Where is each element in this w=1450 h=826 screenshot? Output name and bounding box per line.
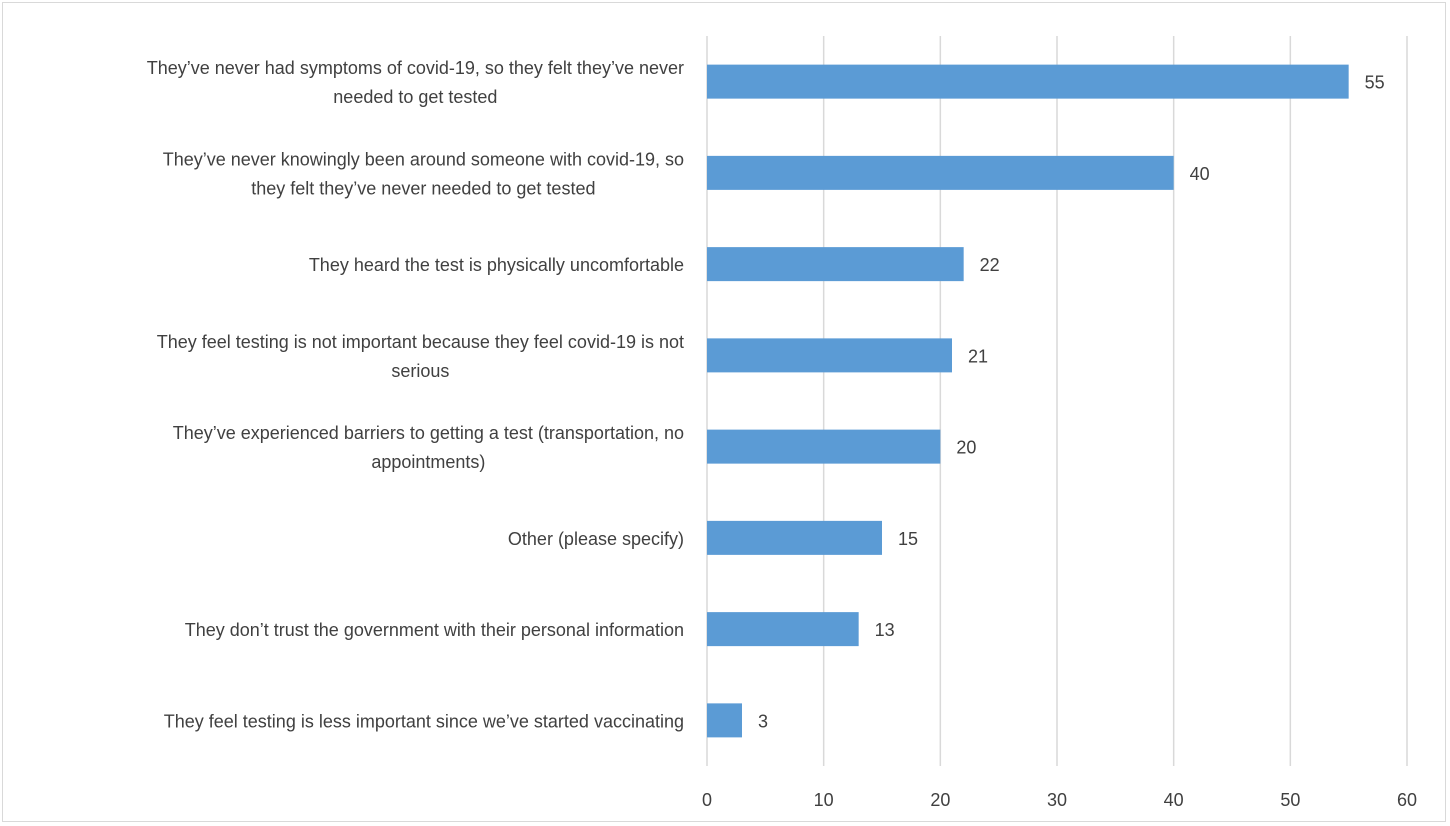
category-label: They don’t trust the government with the… xyxy=(185,620,684,640)
bar xyxy=(707,520,882,555)
category-label: They heard the test is physically uncomf… xyxy=(309,255,684,275)
data-label: 3 xyxy=(758,711,768,731)
x-tick-label: 10 xyxy=(814,790,834,810)
data-label: 20 xyxy=(956,438,976,458)
x-tick-label: 20 xyxy=(930,790,950,810)
bar xyxy=(707,155,1174,190)
category-labels: They’ve never had symptoms of covid-19, … xyxy=(147,58,684,731)
data-label: 21 xyxy=(968,346,988,366)
bar xyxy=(707,338,952,373)
x-tick-label: 30 xyxy=(1047,790,1067,810)
bar xyxy=(707,247,964,282)
data-label: 15 xyxy=(898,529,918,549)
category-label: They’ve never knowingly been around some… xyxy=(163,149,684,198)
data-label: 40 xyxy=(1190,164,1210,184)
category-label: They’ve experienced barriers to getting … xyxy=(173,423,684,472)
bars xyxy=(707,64,1349,738)
category-label: They’ve never had symptoms of covid-19, … xyxy=(147,58,684,107)
category-label: They feel testing is not important becau… xyxy=(157,332,684,381)
bar xyxy=(707,703,742,738)
bar xyxy=(707,64,1349,99)
data-label: 22 xyxy=(980,255,1000,275)
x-tick-label: 40 xyxy=(1164,790,1184,810)
x-tick-label: 0 xyxy=(702,790,712,810)
x-axis-tick-labels: 0 10 20 30 40 50 60 xyxy=(702,790,1417,810)
data-labels: 55 40 22 21 20 15 13 3 xyxy=(758,73,1385,732)
data-label: 55 xyxy=(1365,73,1385,93)
data-label: 13 xyxy=(875,620,895,640)
category-label: They feel testing is less important sinc… xyxy=(164,711,684,731)
gridlines xyxy=(706,36,1408,766)
x-tick-label: 60 xyxy=(1397,790,1417,810)
category-label: Other (please specify) xyxy=(508,529,684,549)
bar xyxy=(707,612,859,647)
bar xyxy=(707,429,941,464)
x-tick-label: 50 xyxy=(1280,790,1300,810)
